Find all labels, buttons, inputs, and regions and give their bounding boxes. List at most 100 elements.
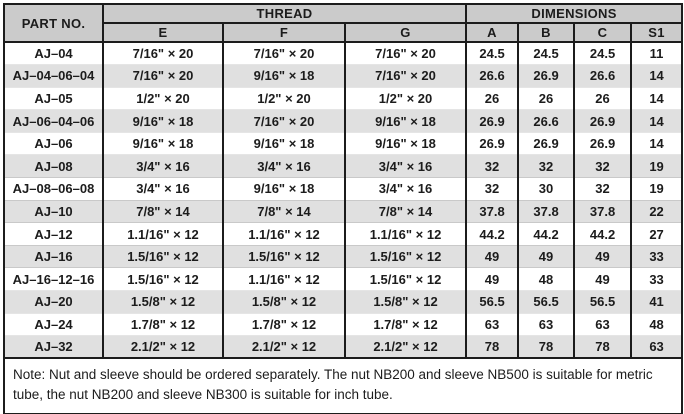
spec-value-cell: 1.1/16" × 12 (222, 267, 346, 292)
spec-value-cell: 1.5/8" × 12 (222, 290, 346, 314)
spec-value-cell: 32 (573, 154, 633, 179)
spec-value-cell: 1.7/8" × 12 (343, 312, 468, 337)
spec-value-cell: 1.5/16" × 12 (102, 244, 224, 269)
part-no-cell: AJ–06 (3, 131, 104, 156)
column-header-b: B (517, 22, 576, 43)
spec-value-cell: 9/16" × 18 (102, 109, 224, 133)
spec-value-cell: 19 (630, 177, 684, 201)
header-group-row: PART NO. THREAD DIMENSIONS (3, 3, 684, 43)
spec-value-cell: 26.9 (465, 109, 520, 133)
spec-value-cell: 1/2" × 20 (222, 86, 346, 111)
table-row: AJ–08 3/4" × 16 3/4" × 16 3/4" × 16 32 32 32 19 (3, 154, 684, 179)
dimensions-group-header: DIMENSIONS (465, 3, 684, 24)
spec-value-cell: 1.5/8" × 12 (343, 290, 468, 314)
part-no-cell: AJ–16–12–16 (3, 267, 104, 292)
part-no-header: PART NO. (3, 3, 104, 43)
table-row: AJ–16–12–16 1.5/16" × 12 1.1/16" × 12 1.5/1… (3, 267, 684, 292)
spec-value-cell: 78 (517, 335, 576, 359)
table-body: AJ–04 7/16" × 20 7/16" × 20 7/16" × 20 24.5 2… (3, 41, 684, 359)
table-header: PART NO. THREAD DIMENSIONS E F G A B C S… (3, 3, 684, 43)
table-row: AJ–16 1.5/16" × 12 1.5/16" × 12 1.5/16" × 1… (3, 244, 684, 269)
table-row: AJ–32 2.1/2" × 12 2.1/2" × 12 2.1/2" × 12 78… (3, 335, 684, 359)
spec-value-cell: 32 (465, 177, 520, 201)
spec-value-cell: 11 (630, 41, 684, 66)
spec-value-cell: 22 (630, 199, 684, 224)
header-sub-row: E F G A B C S1 (4, 22, 684, 43)
spec-value-cell: 1.7/8" × 12 (102, 312, 224, 337)
note-text: Note: Nut and sleeve should be ordered s… (2, 357, 684, 414)
spec-value-cell: 63 (465, 312, 520, 337)
spec-value-cell: 32 (465, 154, 520, 179)
spec-value-cell: 14 (630, 131, 684, 156)
spec-value-cell: 48 (517, 267, 576, 292)
spec-value-cell: 7/16" × 20 (222, 41, 346, 66)
spec-value-cell: 56.5 (517, 290, 576, 314)
spec-value-cell: 7/16" × 20 (343, 41, 468, 66)
spec-value-cell: 9/16" × 18 (222, 177, 346, 201)
spec-value-cell: 1.5/8" × 12 (102, 290, 224, 314)
spec-value-cell: 44.2 (465, 222, 520, 246)
spec-value-cell: 26 (465, 86, 520, 111)
spec-value-cell: 9/16" × 18 (222, 64, 346, 88)
spec-value-cell: 7/8" × 14 (222, 199, 346, 224)
spec-value-cell: 30 (517, 177, 576, 201)
spec-value-cell: 63 (517, 312, 576, 337)
spec-value-cell: 9/16" × 18 (343, 109, 468, 133)
spec-value-cell: 26.9 (573, 109, 633, 133)
spec-value-cell: 7/8" × 14 (102, 199, 224, 224)
spec-value-cell: 14 (630, 64, 684, 88)
spec-value-cell: 9/16" × 18 (343, 131, 468, 156)
column-header-f: F (222, 22, 346, 43)
spec-value-cell: 9/16" × 18 (222, 131, 346, 156)
spec-value-cell: 26.9 (517, 64, 576, 88)
table-row: AJ–04 7/16" × 20 7/16" × 20 7/16" × 20 24.5 2… (3, 41, 684, 66)
spec-value-cell: 24.5 (517, 41, 576, 66)
column-header-g: G (343, 22, 468, 43)
spec-value-cell: 63 (573, 312, 633, 337)
column-header-c: C (573, 22, 633, 43)
spec-value-cell: 24.5 (465, 41, 520, 66)
spec-value-cell: 1.7/8" × 12 (222, 312, 346, 337)
part-no-cell: AJ–08 (3, 154, 104, 179)
spec-value-cell: 26 (517, 86, 576, 111)
table-row: AJ–24 1.7/8" × 12 1.7/8" × 12 1.7/8" × 12 63… (3, 312, 684, 337)
table-row: AJ–20 1.5/8" × 12 1.5/8" × 12 1.5/8" × 12 56… (3, 290, 684, 314)
spec-value-cell: 33 (630, 244, 684, 269)
spec-value-cell: 3/4" × 16 (343, 177, 468, 201)
spec-value-cell: 49 (465, 267, 520, 292)
spec-value-cell: 78 (573, 335, 633, 359)
part-no-cell: AJ–32 (3, 335, 104, 359)
spec-value-cell: 27 (630, 222, 684, 246)
column-header-e: E (102, 22, 224, 43)
part-no-cell: AJ–12 (3, 222, 104, 246)
spec-value-cell: 63 (630, 335, 684, 359)
spec-value-cell: 48 (630, 312, 684, 337)
part-no-cell: AJ–20 (3, 290, 104, 314)
spec-value-cell: 9/16" × 18 (102, 131, 224, 156)
spec-value-cell: 32 (573, 177, 633, 201)
spec-value-cell: 44.2 (573, 222, 633, 246)
spec-value-cell: 14 (630, 86, 684, 111)
spec-value-cell: 7/16" × 20 (102, 64, 224, 88)
part-no-cell: AJ–10 (3, 199, 104, 224)
table-row: AJ–06 9/16" × 18 9/16" × 18 9/16" × 18 26.9 2… (3, 131, 684, 156)
spec-value-cell: 2.1/2" × 12 (222, 335, 346, 359)
spec-value-cell: 1.5/16" × 12 (222, 244, 346, 269)
spec-value-cell: 1.5/16" × 12 (102, 267, 224, 292)
part-no-cell: AJ–24 (3, 312, 104, 337)
fitting-spec-table: PART NO. THREAD DIMENSIONS E F G A B C S… (2, 3, 684, 414)
spec-value-cell: 1/2" × 20 (343, 86, 468, 111)
spec-value-cell: 1.1/16" × 12 (222, 222, 346, 246)
spec-value-cell: 56.5 (465, 290, 520, 314)
spec-value-cell: 56.5 (573, 290, 633, 314)
part-no-cell: AJ–04–06–04 (3, 64, 104, 88)
spec-value-cell: 7/8" × 14 (343, 199, 468, 224)
spec-value-cell: 26.9 (573, 131, 633, 156)
spec-value-cell: 3/4" × 16 (102, 154, 224, 179)
spec-value-cell: 2.1/2" × 12 (343, 335, 468, 359)
spec-value-cell: 44.2 (517, 222, 576, 246)
part-no-cell: AJ–05 (3, 86, 104, 111)
thread-group-header: THREAD (101, 3, 468, 24)
spec-value-cell: 41 (630, 290, 684, 314)
